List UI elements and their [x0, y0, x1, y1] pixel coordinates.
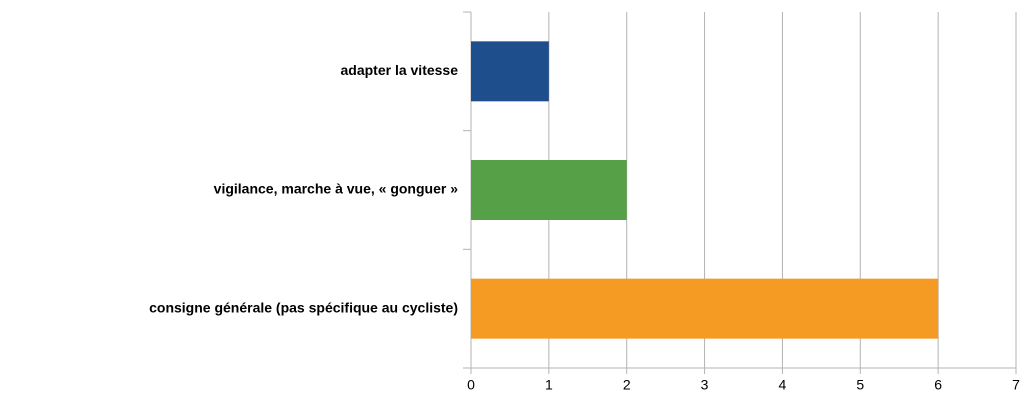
y-tick-label: vigilance, marche à vue, « gonguer » [214, 181, 459, 197]
bar [471, 41, 549, 102]
x-tick-label: 3 [701, 377, 709, 393]
x-tick-label: 0 [467, 377, 475, 393]
x-tick-label: 4 [779, 377, 787, 393]
x-tick-label: 5 [856, 377, 864, 393]
x-tick-label: 6 [934, 377, 942, 393]
bar [471, 160, 627, 220]
x-tick-label: 1 [545, 377, 553, 393]
y-tick-label: adapter la vitesse [340, 62, 458, 78]
x-tick-label: 2 [623, 377, 631, 393]
x-tick-label: 7 [1012, 377, 1020, 393]
bar [471, 278, 939, 339]
y-tick-label: consigne générale (pas spécifique au cyc… [149, 299, 458, 315]
